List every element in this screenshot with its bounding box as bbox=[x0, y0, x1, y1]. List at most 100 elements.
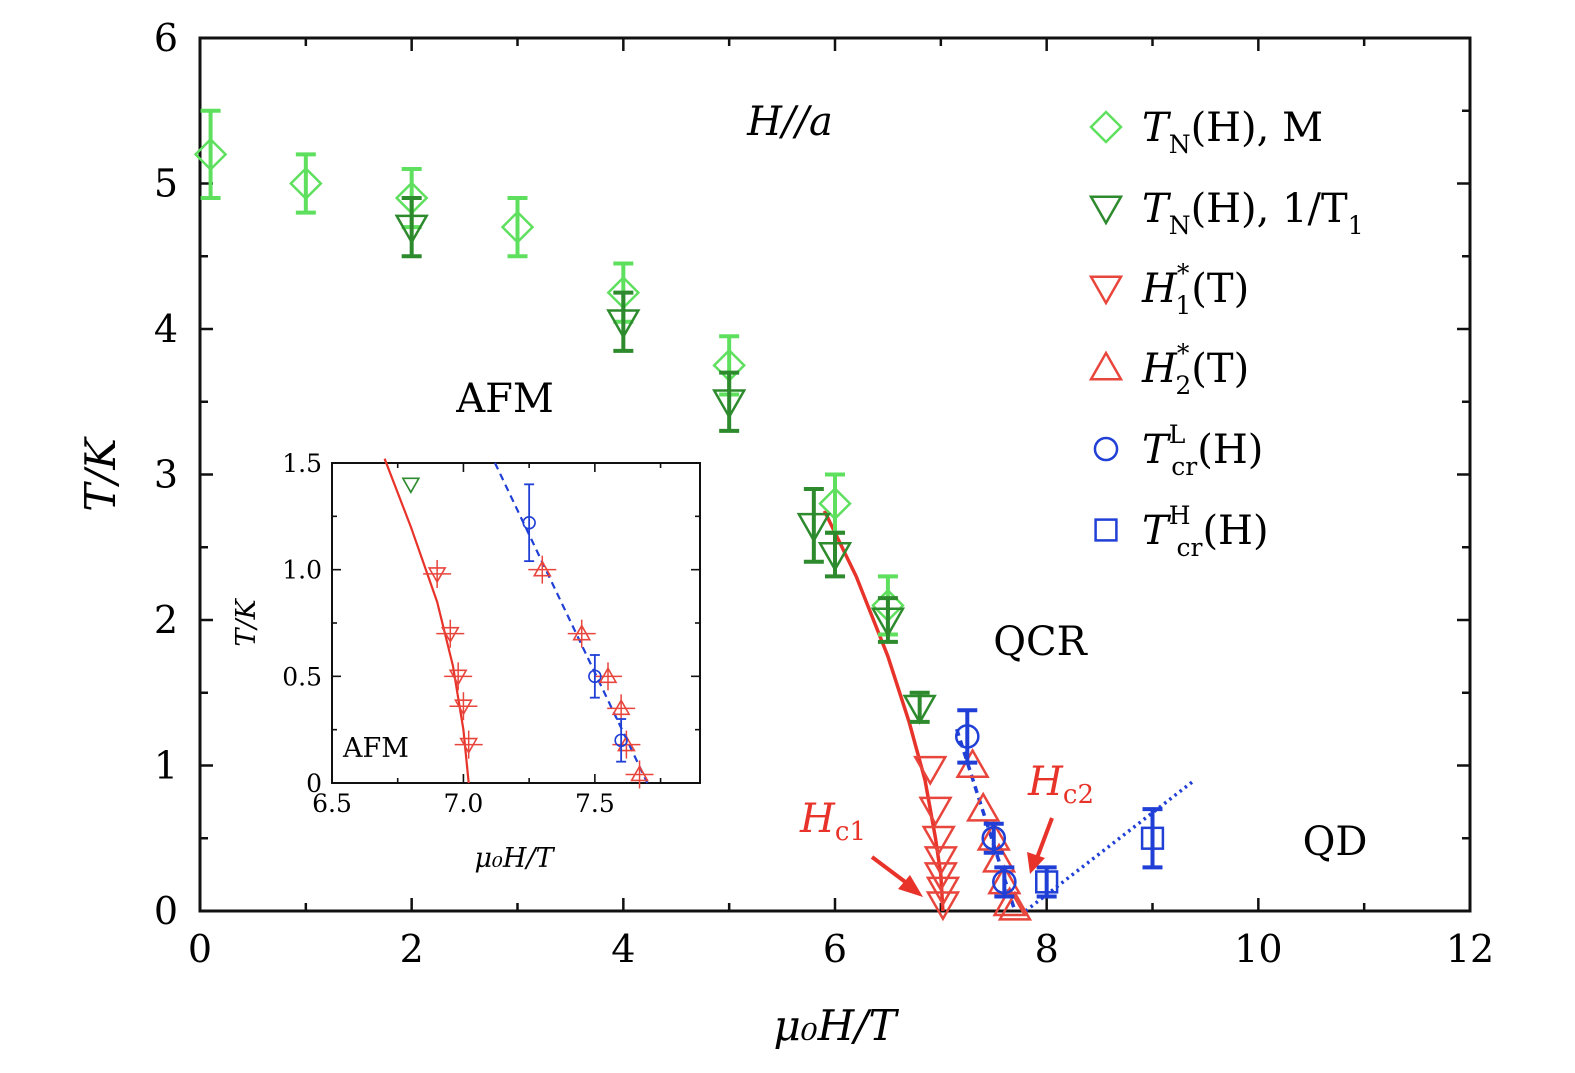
data-point bbox=[289, 166, 323, 201]
legend-marker bbox=[1088, 275, 1124, 306]
y-tick-label: 0 bbox=[154, 889, 178, 933]
series-4 bbox=[954, 708, 1017, 899]
data-point bbox=[918, 796, 953, 827]
legend-marker bbox=[1094, 518, 1118, 542]
inset-error-bar bbox=[616, 718, 627, 763]
data-point bbox=[923, 862, 958, 893]
x-tick-label: 2 bbox=[400, 927, 424, 971]
region-label-afm: AFM bbox=[455, 376, 554, 422]
data-point bbox=[193, 137, 228, 172]
y-tick-label: 1 bbox=[154, 744, 178, 788]
legend-label: TN(H), 1/T1 bbox=[1142, 186, 1364, 240]
error-bar bbox=[803, 487, 824, 564]
hc2-label: Hc2 bbox=[1027, 759, 1094, 810]
legend-marker bbox=[1088, 350, 1124, 381]
x-tick-label: 4 bbox=[611, 927, 635, 971]
legend-label: H* 1(T) bbox=[1141, 259, 1249, 320]
y-tick-label: 5 bbox=[154, 162, 178, 206]
legend-marker bbox=[1089, 110, 1123, 144]
error-bar bbox=[200, 108, 221, 201]
error-bar bbox=[983, 821, 1004, 855]
inset-data-point bbox=[427, 567, 447, 584]
series-5 bbox=[1035, 807, 1165, 899]
inset-y-tick-label: 0 bbox=[306, 769, 322, 798]
data-point bbox=[712, 389, 747, 420]
data-point bbox=[394, 214, 429, 245]
error-bar bbox=[507, 196, 528, 259]
hc1-label: Hc1 bbox=[799, 796, 866, 847]
inset-data-point bbox=[614, 733, 628, 748]
legend-item-5: TH cr(H) bbox=[1094, 501, 1269, 562]
series-1 bbox=[394, 196, 937, 725]
x-tick-label: 0 bbox=[188, 927, 212, 971]
inset-error-bar bbox=[524, 483, 535, 563]
inset-data-point bbox=[617, 734, 636, 752]
legend-marker bbox=[1088, 195, 1124, 226]
inset-y-tick-label: 0.5 bbox=[282, 662, 322, 691]
y-tick-label: 6 bbox=[154, 16, 178, 60]
data-point bbox=[902, 694, 937, 725]
data-point bbox=[923, 846, 958, 877]
inset-axis-ticks bbox=[331, 462, 700, 784]
inset-x-tick-label: 6.5 bbox=[312, 789, 352, 818]
legend-label: TN(H), M bbox=[1142, 105, 1323, 159]
inset-error-bar bbox=[589, 654, 600, 699]
inset-data-point bbox=[459, 737, 479, 755]
inset-frame bbox=[331, 462, 701, 784]
data-point bbox=[992, 869, 1017, 895]
inset-data-point bbox=[598, 666, 618, 684]
inset-data-point bbox=[440, 626, 460, 644]
y-tick-label: 3 bbox=[154, 453, 178, 497]
inset-region-label-afm: AFM bbox=[342, 733, 409, 764]
y-tick-label: 2 bbox=[154, 598, 178, 642]
data-point bbox=[981, 825, 1007, 851]
legend-marker bbox=[1093, 436, 1119, 462]
inset-series-3 bbox=[522, 483, 628, 763]
inset-series-0 bbox=[401, 477, 421, 494]
y-axis-label: T/K bbox=[76, 436, 125, 512]
inset-x-tick-label: 7.5 bbox=[575, 789, 615, 818]
fit-line-0 bbox=[822, 510, 945, 912]
error-bar bbox=[1142, 807, 1163, 870]
legend-label: TL cr(H) bbox=[1142, 420, 1263, 481]
inset-data-point bbox=[448, 669, 468, 686]
inset-series-1 bbox=[423, 559, 483, 759]
legend-label: TH cr(H) bbox=[1142, 501, 1269, 562]
series-2 bbox=[913, 755, 961, 922]
data-point bbox=[925, 876, 961, 907]
data-point bbox=[992, 886, 1027, 917]
data-point bbox=[1140, 826, 1165, 850]
data-point bbox=[925, 891, 961, 922]
inset-data-point bbox=[630, 764, 649, 782]
error-bar bbox=[719, 370, 740, 433]
data-point bbox=[913, 755, 948, 786]
data-point bbox=[966, 791, 1001, 822]
data-point bbox=[796, 512, 831, 543]
error-bar bbox=[994, 865, 1015, 899]
legend-item-4: TL cr(H) bbox=[1093, 420, 1263, 481]
x-tick-label: 10 bbox=[1234, 927, 1282, 971]
inset-data-point bbox=[454, 699, 473, 716]
data-point bbox=[817, 542, 853, 573]
data-point bbox=[921, 825, 956, 856]
inset-data-point bbox=[522, 515, 536, 530]
inset-data-point bbox=[588, 669, 602, 684]
region-label-qcr: QCR bbox=[993, 619, 1088, 665]
legend-item-1: TN(H), 1/T1 bbox=[1088, 186, 1364, 240]
error-bar bbox=[825, 472, 845, 535]
inset-data-point bbox=[572, 624, 592, 641]
legend-label: H* 2(T) bbox=[1141, 339, 1249, 400]
error-bar bbox=[401, 196, 422, 259]
inset-y-tick-label: 1.5 bbox=[282, 449, 322, 478]
inset-y-tick-label: 1.0 bbox=[282, 556, 322, 585]
data-point bbox=[606, 309, 641, 340]
inset-plot: 6.5 7.0 7.5 0 0.5 1.0 1.5 μ₀H/T T/K AFM bbox=[231, 449, 701, 874]
inset-y-axis-label: T/K bbox=[231, 598, 262, 647]
data-point bbox=[500, 210, 535, 244]
x-tick-label: 8 bbox=[1035, 927, 1059, 971]
main-plot: 0 2 4 6 8 10 120123456μ₀H/TT/KH//aAFMQCRQDHc1H… bbox=[76, 16, 1494, 1050]
x-tick-label: 12 bbox=[1446, 927, 1494, 971]
error-bar bbox=[613, 290, 634, 353]
inset-x-axis-label: μ₀H/T bbox=[474, 843, 555, 874]
